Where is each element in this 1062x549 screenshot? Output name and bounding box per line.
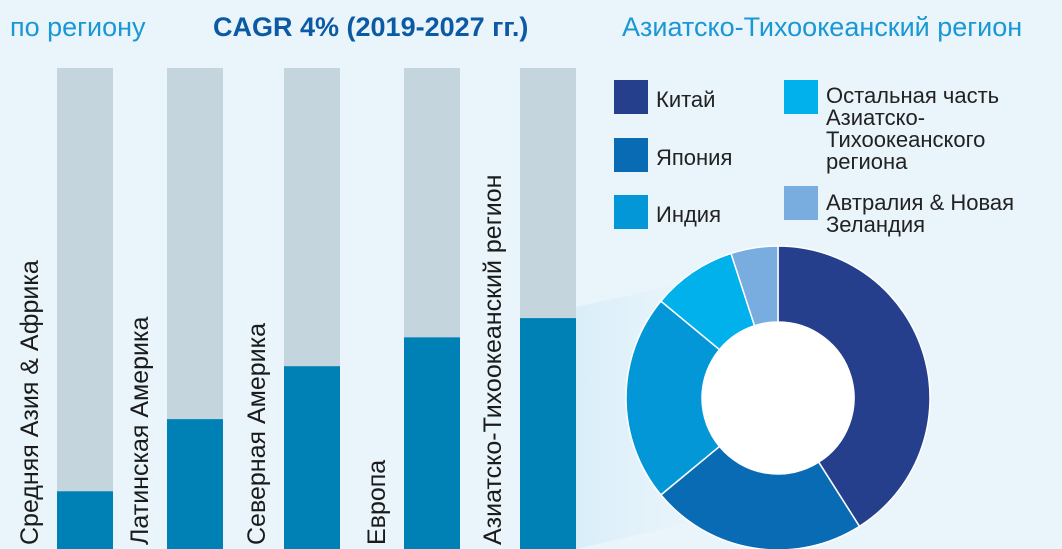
cagr-title: CAGR 4% (2019-2027 гг.) — [213, 12, 529, 42]
donut-hole — [702, 322, 854, 474]
legend-swatch — [614, 195, 648, 229]
bar-category-label: Европа — [363, 460, 391, 545]
bar-category-label: Азиатско-Тихоокеанский регион — [479, 175, 507, 545]
bar-category-label: Северная Америка — [243, 323, 271, 545]
legend-item: Индия — [614, 195, 776, 229]
donut-chart — [625, 245, 931, 549]
bar — [284, 366, 340, 549]
legend-label: Китай — [656, 87, 716, 112]
donut-title: Азиатско-Тихоокеанский регион — [622, 12, 1023, 42]
legend-label: Япония — [656, 145, 733, 170]
legend-swatch — [614, 80, 648, 114]
donut-slice — [730, 245, 779, 327]
legend-swatch — [784, 80, 818, 114]
bar-category-label: Средняя Азия & Африка — [16, 260, 44, 545]
donut-slice — [777, 245, 931, 528]
bar — [404, 337, 460, 549]
legend-item: Остальная часть Азиатско-Тихоокеанского … — [784, 80, 1041, 173]
bar — [167, 419, 223, 549]
bar — [57, 491, 113, 549]
donut-slice — [659, 445, 861, 549]
bar — [520, 318, 576, 549]
bar-track — [57, 68, 113, 549]
legend-label: Остальная часть Азиатско-Тихоокеанского … — [826, 83, 1000, 174]
legend-swatch — [614, 138, 648, 172]
legend-label: Индия — [656, 202, 722, 227]
legend-item: Китай — [614, 80, 776, 114]
bar-chart: Средняя Азия & Африка Латинская Америка Се… — [16, 68, 576, 549]
legend-label: Автралия & Новая Зеландия — [826, 190, 1015, 237]
legend-item: Автралия & Новая Зеландия — [784, 186, 1062, 236]
bar-category-label: Латинская Америка — [126, 317, 154, 545]
legend-swatch — [784, 186, 818, 220]
donut-slice — [625, 300, 721, 496]
legend-item: Япония — [614, 138, 776, 172]
subtitle-by-region: по региону — [10, 12, 146, 42]
